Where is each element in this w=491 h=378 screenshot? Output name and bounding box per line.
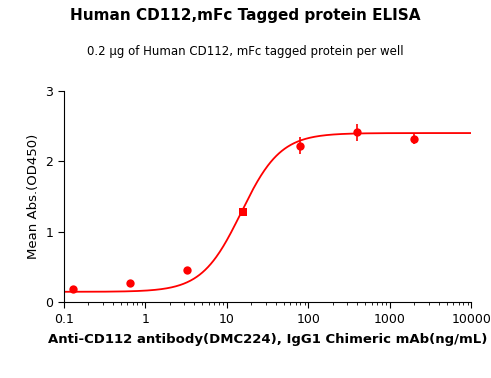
Text: 0.2 μg of Human CD112, mFc tagged protein per well: 0.2 μg of Human CD112, mFc tagged protei… [87,45,404,58]
Text: Human CD112,mFc Tagged protein ELISA: Human CD112,mFc Tagged protein ELISA [70,8,421,23]
Y-axis label: Mean Abs.(OD450): Mean Abs.(OD450) [27,134,40,259]
X-axis label: Anti-CD112 antibody(DMC224), IgG1 Chimeric mAb(ng/mL): Anti-CD112 antibody(DMC224), IgG1 Chimer… [48,333,487,346]
